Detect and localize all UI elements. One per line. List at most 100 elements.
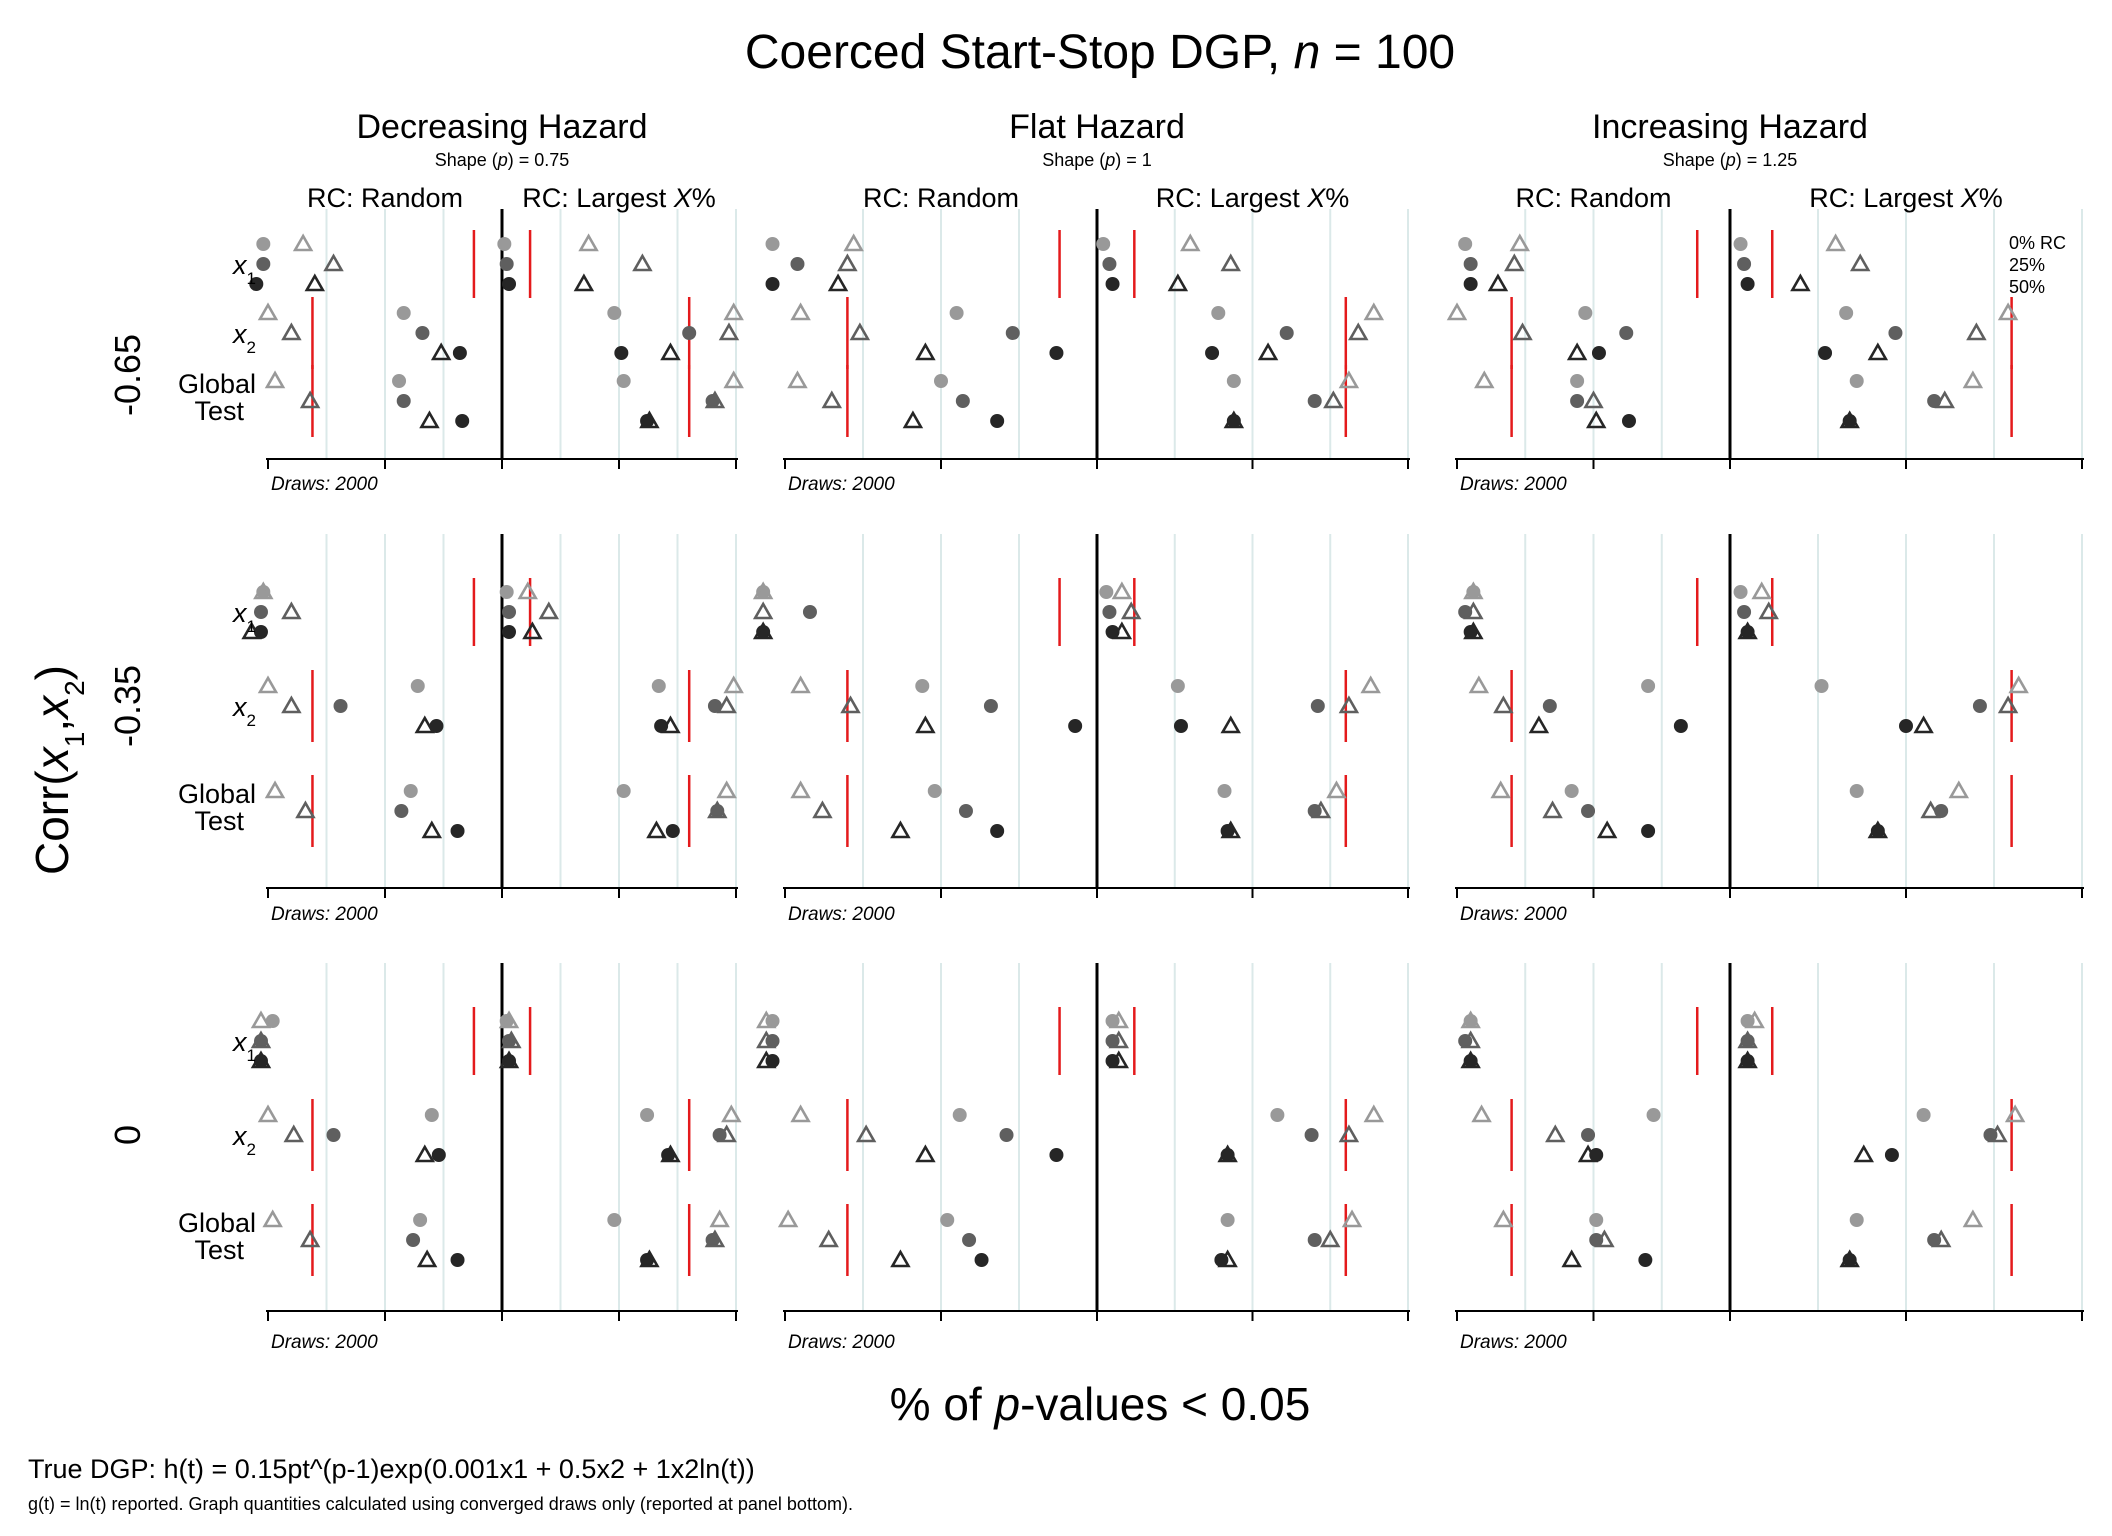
point-circle-rc0 [952, 1108, 967, 1122]
point-circle-rc0 [392, 374, 407, 388]
point-circle-rc50 [455, 414, 470, 428]
point-circle-rc50 [1049, 1148, 1064, 1162]
draws-label: Draws: 2000 [788, 904, 895, 925]
panel-0-2: Draws: 2000 [1446, 209, 2084, 495]
point-triangle-rc0 [250, 1010, 272, 1029]
point-triangle-rc25 [1594, 1229, 1615, 1248]
point-triangle-rc0 [498, 1010, 520, 1029]
point-circle-rc25 [406, 1233, 421, 1247]
half-label-random: RC: Random [1515, 183, 1671, 213]
point-triangle-rc50 [1463, 621, 1484, 640]
point-circle-rc0 [1589, 1213, 1604, 1227]
point-circle-rc50 [1884, 1148, 1899, 1162]
x-axis-title-italic: p [992, 1378, 1020, 1430]
point-circle-rc0 [1646, 1108, 1661, 1122]
point-circle-rc50 [1463, 277, 1478, 291]
point-triangle-rc25 [812, 800, 833, 819]
point-triangle-rc0 [1338, 370, 1360, 389]
point-triangle-rc25 [632, 253, 653, 272]
point-triangle-rc50 [915, 715, 936, 734]
y-axis-title-sub2: 2 [59, 680, 90, 696]
point-triangle-rc0 [257, 675, 279, 694]
point-circle-rc50 [665, 824, 680, 838]
point-circle-rc0 [1839, 306, 1854, 320]
point-circle-rc0 [1564, 784, 1579, 798]
point-triangle-rc50 [660, 1144, 681, 1163]
point-circle-rc25 [1619, 326, 1634, 340]
point-triangle-rc50 [890, 820, 911, 839]
point-triangle-rc0 [1446, 302, 1468, 321]
panel-0-1: Draws: 2000 [765, 209, 1410, 495]
point-circle-rc0 [1211, 306, 1226, 320]
half-label-largest: RC: Largest X% [1156, 183, 1350, 213]
point-triangle-rc25 [1120, 601, 1142, 620]
column-subtitle-pre: Shape ( [435, 150, 498, 170]
point-triangle-rc25 [1338, 1124, 1360, 1143]
point-triangle-rc0 [723, 302, 744, 321]
row-var-label-0: x1 [231, 598, 256, 636]
half-label-largest: RC: Largest X% [522, 183, 716, 213]
point-triangle-rc0 [721, 1104, 742, 1123]
point-circle-rc25 [682, 326, 697, 340]
point-triangle-rc25 [716, 1124, 737, 1143]
point-circle-rc25 [983, 699, 998, 713]
point-circle-rc25 [1888, 326, 1903, 340]
row-label-0: -0.65 [107, 334, 148, 416]
row-var-label-1: x2 [231, 692, 256, 730]
point-circle-rc25 [999, 1128, 1014, 1142]
point-triangle-rc0 [723, 370, 744, 389]
row-var-global-2: Test [194, 396, 244, 426]
point-circle-rc50 [1205, 346, 1220, 360]
point-circle-rc50 [990, 824, 1005, 838]
point-triangle-rc0 [790, 675, 811, 694]
point-circle-rc0 [765, 237, 780, 251]
point-triangle-rc25 [1737, 1030, 1758, 1049]
point-triangle-rc0 [709, 1209, 730, 1228]
point-triangle-rc25 [1758, 601, 1779, 620]
point-triangle-rc0 [1962, 370, 1984, 389]
point-triangle-rc25 [707, 800, 728, 819]
point-triangle-rc0 [752, 581, 774, 600]
point-circle-rc50 [1641, 824, 1656, 838]
point-circle-rc50 [1673, 719, 1688, 733]
point-triangle-rc25 [1338, 695, 1360, 714]
point-triangle-rc50 [1585, 410, 1607, 429]
point-triangle-rc0 [1463, 581, 1484, 600]
point-triangle-rc0 [262, 1209, 283, 1228]
half-label-largest-italic: X [673, 183, 693, 213]
point-triangle-rc0 [264, 780, 286, 799]
row-var-sub: 2 [247, 338, 256, 357]
half-label-largest: RC: Largest X% [1809, 183, 2003, 213]
point-triangle-rc0 [264, 370, 286, 389]
point-triangle-rc25 [849, 322, 871, 341]
point-circle-rc50 [450, 1253, 465, 1267]
row-var-global-1: Global [178, 779, 256, 809]
y-axis-title-pre: Corr( [26, 770, 78, 875]
column-subtitle-post: ) = 0.75 [508, 150, 570, 170]
x-axis-title-post: -values < 0.05 [1020, 1378, 1310, 1430]
point-triangle-rc0 [1474, 370, 1495, 389]
point-triangle-rc25 [1849, 253, 1871, 272]
half-label-largest-pre: RC: Largest [1156, 183, 1308, 213]
half-label-largest-post: % [1979, 183, 2003, 213]
point-triangle-rc50 [1737, 1050, 1758, 1069]
point-circle-rc0 [1733, 585, 1748, 599]
point-triangle-rc50 [1839, 1249, 1860, 1268]
point-triangle-rc0 [1111, 581, 1133, 600]
row-var-letter: x [231, 319, 248, 349]
point-circle-rc0 [927, 784, 942, 798]
point-circle-rc0 [265, 1014, 280, 1028]
point-triangle-rc50 [1257, 342, 1279, 361]
point-circle-rc0 [1226, 374, 1241, 388]
row-var-global-2: Test [194, 806, 244, 836]
point-triangle-rc25 [1583, 390, 1604, 409]
point-triangle-rc50 [1561, 1249, 1582, 1268]
point-circle-rc25 [1581, 804, 1596, 818]
point-triangle-rc0 [1825, 233, 1846, 252]
y-axis-title-post: ) [26, 665, 78, 680]
point-circle-rc50 [452, 346, 467, 360]
point-circle-rc50 [765, 277, 780, 291]
point-circle-rc25 [962, 1233, 977, 1247]
column-subtitle-italic: p [1104, 150, 1115, 170]
